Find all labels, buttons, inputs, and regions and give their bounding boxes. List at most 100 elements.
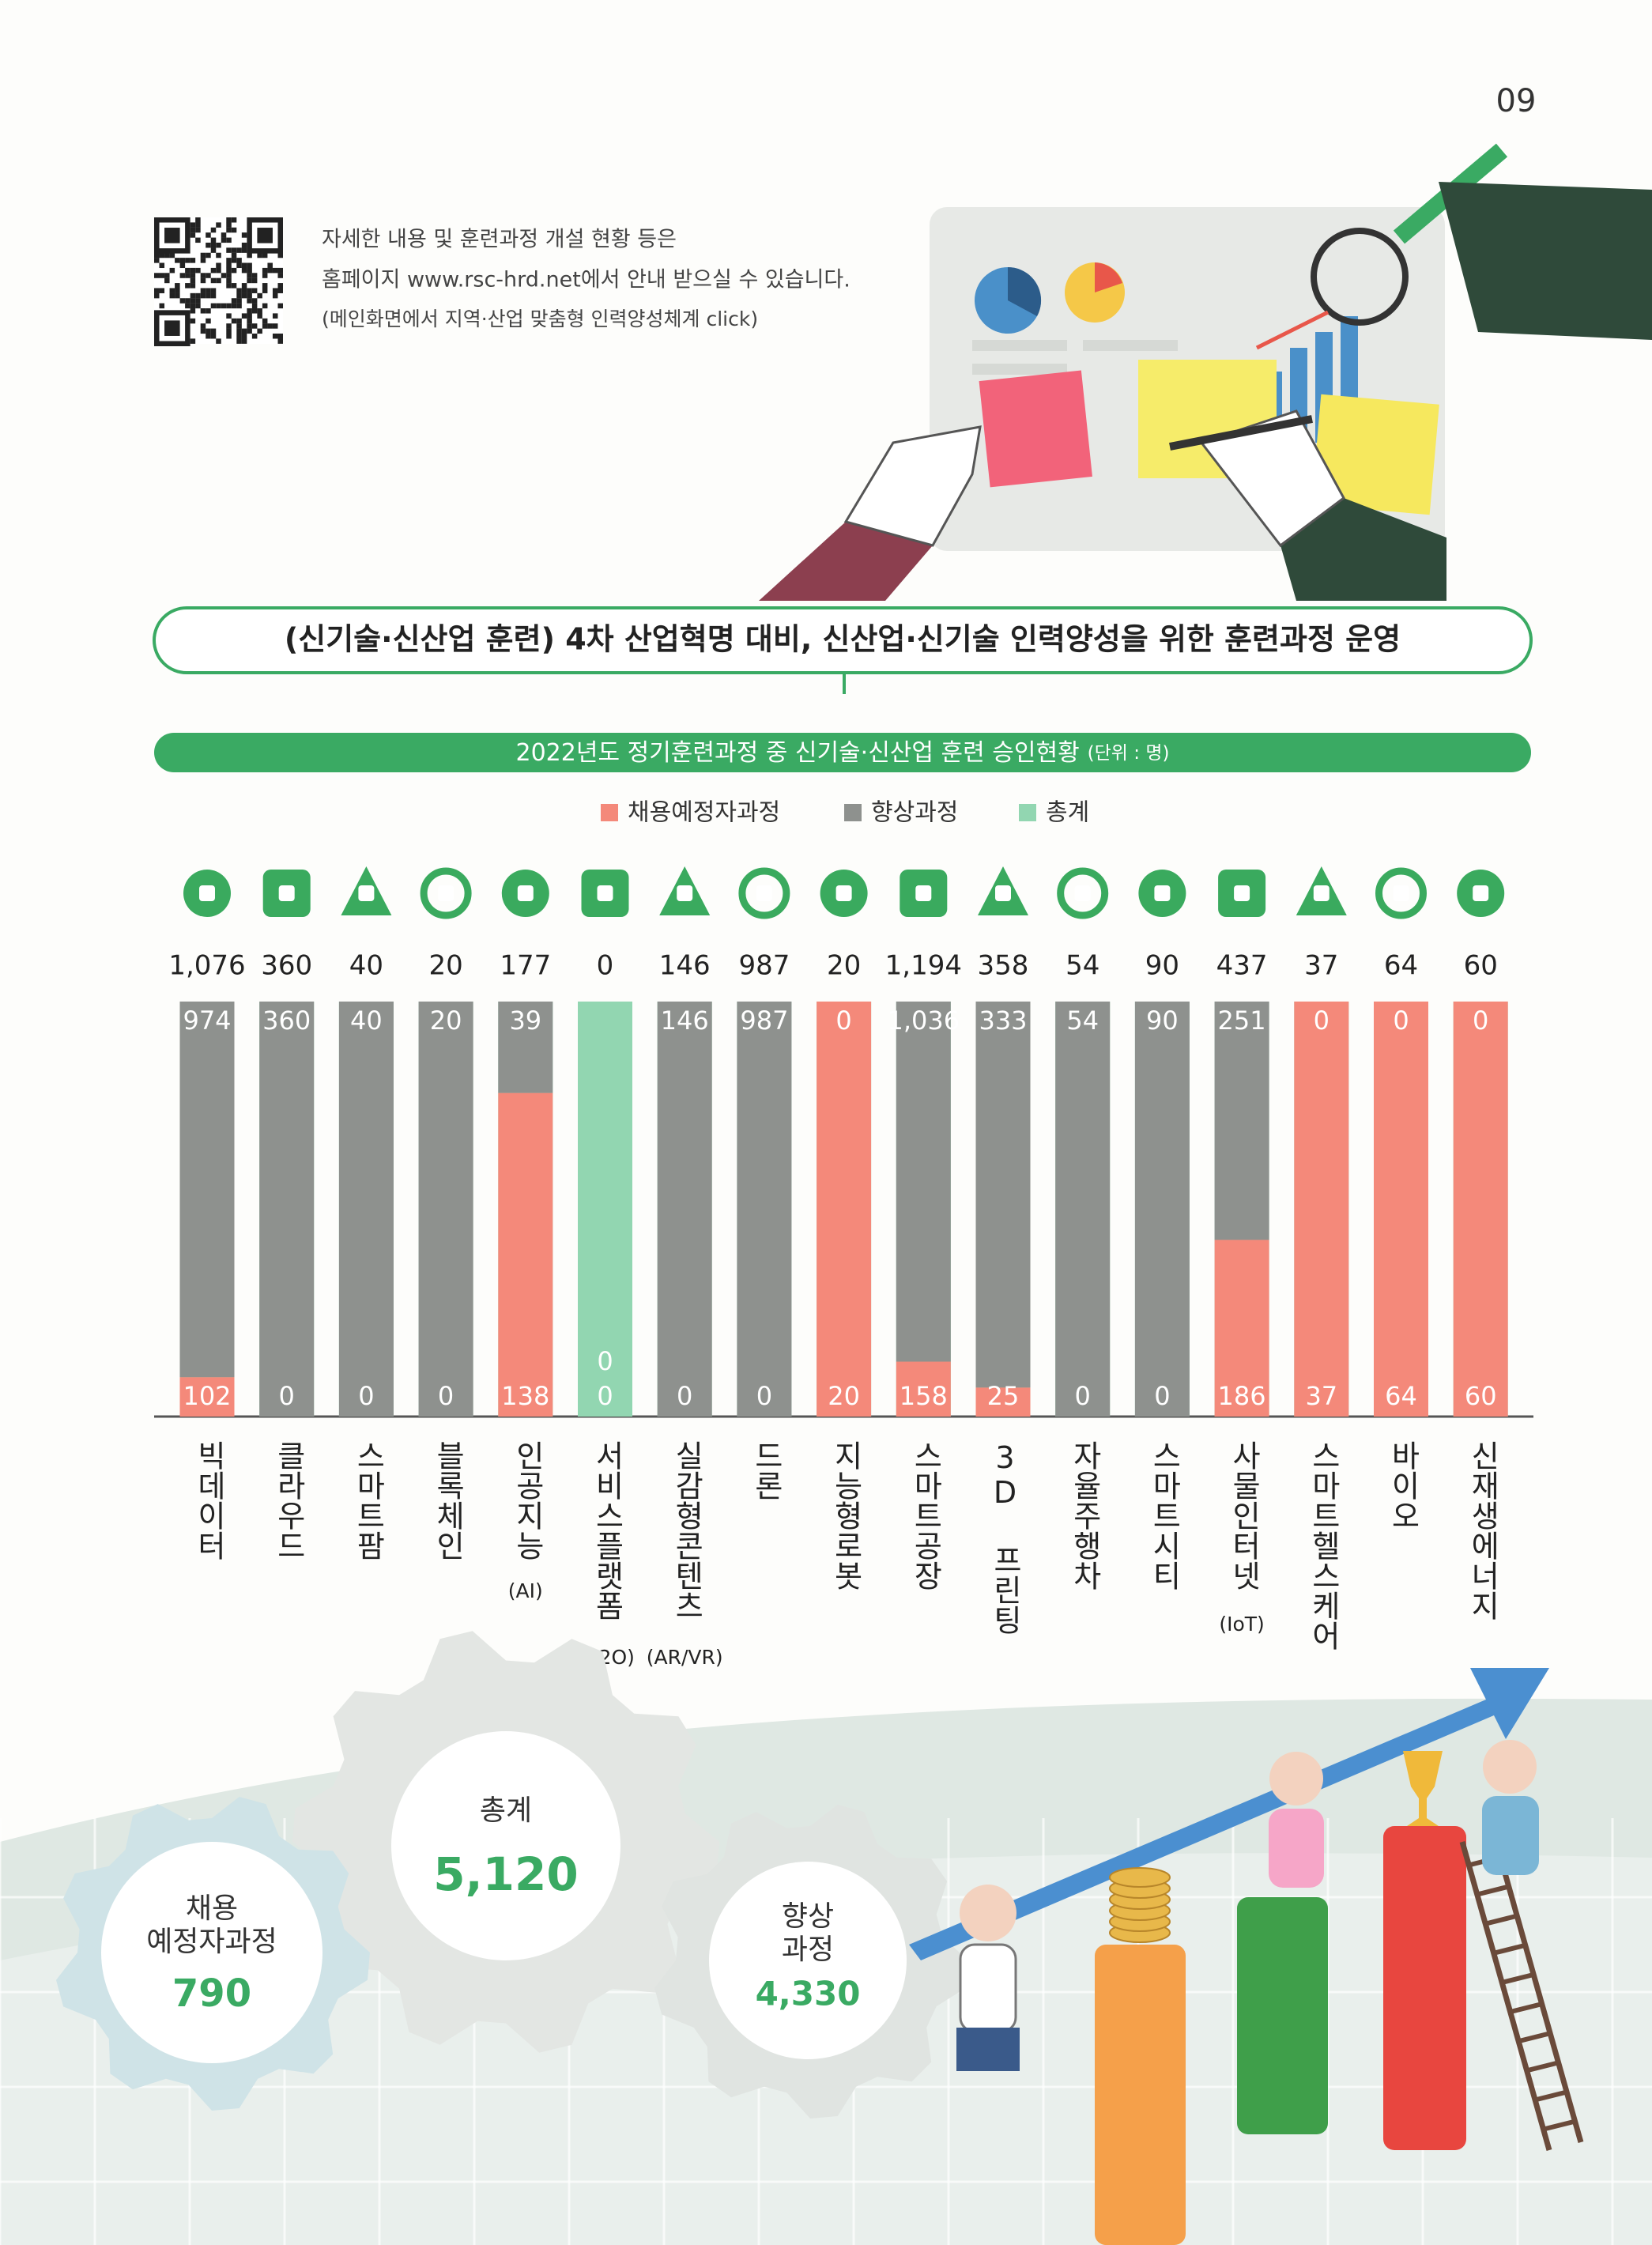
legend-label: 채용예정자과정	[628, 799, 780, 827]
qr-cell	[257, 328, 262, 334]
qr-cell	[206, 318, 211, 324]
icon-shape	[1057, 867, 1109, 919]
gear-hub	[101, 1842, 322, 2063]
figure-head	[1483, 1740, 1537, 1794]
qr-finder	[153, 217, 190, 254]
qr-cell	[210, 247, 217, 253]
summary-label: 예정자과정	[146, 1926, 277, 1958]
category-note: (IoT)	[1219, 1613, 1264, 1636]
segment-label: 20	[828, 1381, 860, 1411]
qr-cell	[272, 313, 278, 319]
bar-segment	[975, 1002, 1031, 1388]
qr-cell	[247, 277, 252, 284]
qr-cell	[262, 318, 268, 324]
qr-cell	[247, 313, 252, 319]
qr-cell	[231, 298, 237, 304]
qr-cell	[216, 262, 221, 269]
icon-shape	[1375, 867, 1427, 919]
qr-cell	[195, 298, 201, 304]
qr-cell	[247, 298, 252, 304]
category-label: 바이오	[1386, 1440, 1420, 1530]
qr-cell	[210, 303, 217, 309]
qr-cell	[226, 237, 232, 243]
total-label: 987	[738, 950, 790, 982]
gear-hub	[709, 1862, 907, 2059]
bar-segment	[817, 1002, 872, 1417]
qr-cell	[190, 298, 196, 304]
qr-cell	[231, 217, 237, 223]
category-label: 블록체인	[431, 1440, 466, 1560]
category-icon	[1296, 866, 1347, 915]
qr-cell	[231, 252, 237, 258]
qr-cell	[247, 292, 252, 299]
category-label: 스마트공장	[908, 1440, 943, 1590]
qr-cell	[190, 338, 196, 344]
category-icon	[978, 866, 1028, 915]
qr-cell	[175, 288, 180, 293]
top-illustration	[759, 143, 1652, 601]
category-icon	[1375, 867, 1427, 919]
segment-label: 40	[350, 1006, 383, 1036]
ladder-rung	[1501, 1972, 1534, 1985]
qr-cell	[179, 273, 186, 278]
category-label: 스마트팜	[351, 1440, 386, 1560]
qr-cell	[241, 283, 247, 289]
category-label: 스마트시티	[1147, 1440, 1182, 1590]
qr-cell	[251, 303, 258, 309]
qr-cell	[262, 323, 268, 329]
qr-cell	[210, 242, 217, 248]
qr-cell	[231, 227, 237, 233]
qr-cell	[159, 288, 165, 293]
bar-segment	[1134, 1002, 1190, 1417]
qr-cell	[251, 288, 258, 293]
category-label: 지능형로봇	[828, 1440, 863, 1590]
bar-total	[578, 1002, 632, 1417]
bar-segment	[1214, 1239, 1269, 1417]
qr-cell	[190, 227, 196, 233]
category-note: (AR/VR)	[647, 1646, 723, 1669]
total-label: 20	[428, 950, 462, 982]
total-label: 20	[827, 950, 861, 982]
icon-detail	[597, 885, 613, 901]
segment-label: 0	[597, 1346, 613, 1376]
qr-cell	[154, 258, 160, 263]
qr-cell	[179, 258, 186, 263]
category-label: 3D 프린팅	[988, 1440, 1023, 1635]
category-label: 자율주행차	[1067, 1440, 1102, 1590]
segment-label: 90	[1146, 1006, 1179, 1036]
qr-cell	[195, 237, 201, 243]
qr-cell	[251, 277, 258, 284]
qr-cell	[241, 288, 247, 293]
bar-segment	[1294, 1002, 1349, 1417]
qr-cell	[216, 338, 221, 344]
qr-cell	[216, 267, 221, 274]
icon-shape	[420, 867, 472, 919]
ladder-rung	[1510, 2002, 1543, 2014]
qr-cell	[169, 288, 175, 293]
qr-cell	[164, 252, 170, 258]
segment-label: 25	[987, 1381, 1020, 1411]
total-label: 37	[1304, 950, 1338, 982]
category-icon	[1057, 867, 1109, 919]
qr-cell	[236, 247, 242, 253]
segment-label: 20	[430, 1006, 462, 1036]
qr-cell	[247, 308, 252, 314]
qr-finder	[257, 228, 273, 243]
bar-segment	[1214, 1002, 1269, 1240]
qr-cell	[185, 298, 190, 304]
qr-cell	[210, 288, 217, 293]
total-label: 1,194	[885, 950, 962, 982]
segment-label: 138	[501, 1381, 549, 1411]
qr-cell	[241, 333, 247, 339]
qr-cell	[200, 323, 206, 329]
qr-cell	[175, 283, 180, 289]
qr-cell	[247, 273, 252, 278]
qr-cell	[179, 262, 186, 269]
qr-cell	[251, 333, 258, 339]
summary-value: 790	[172, 1971, 251, 2016]
qr-cell	[236, 262, 242, 269]
qr-cell	[277, 288, 283, 293]
total-label: 360	[261, 950, 312, 982]
notice-line: 홈페이지 www.rsc-hrd.net에서 안내 받으실 수 있습니다.	[322, 268, 851, 292]
bar-segment	[179, 1002, 235, 1378]
